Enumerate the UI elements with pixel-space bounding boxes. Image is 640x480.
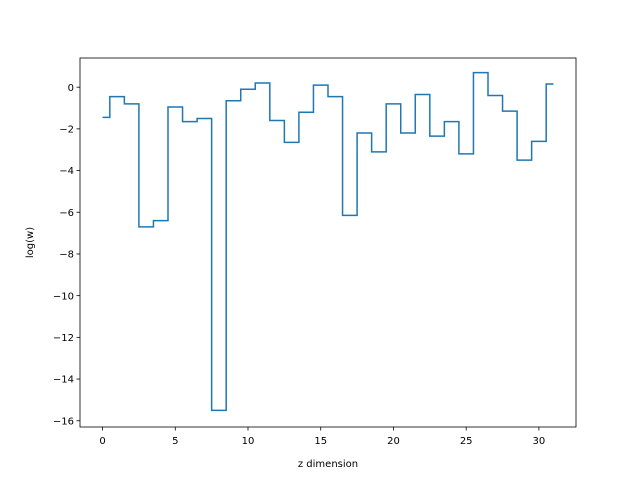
y-tick-label: −16 — [53, 416, 74, 427]
x-tick-label: 10 — [242, 436, 255, 447]
x-axis-label: z dimension — [298, 459, 358, 470]
x-tick-label: 20 — [387, 436, 400, 447]
plot-area — [102, 71, 554, 412]
x-tick-label: 0 — [99, 436, 105, 447]
y-tick-label: −14 — [53, 375, 74, 386]
y-tick-label: −10 — [53, 291, 74, 302]
x-tick-label: 30 — [533, 436, 546, 447]
y-tick-label: −4 — [59, 166, 74, 177]
y-tick-label: −6 — [59, 208, 74, 219]
y-tick-label: −12 — [53, 333, 74, 344]
x-tick-label: 5 — [172, 436, 178, 447]
y-axis: 0 −2 −4 −6 −8 −10 −12 −14 −16 — [53, 83, 80, 427]
series-line-0 — [102, 71, 554, 412]
y-tick-label: 0 — [68, 83, 74, 94]
axes-frame — [79, 57, 577, 428]
x-tick-label: 25 — [460, 436, 473, 447]
y-tick-label: −2 — [59, 124, 74, 135]
y-tick-label: −8 — [59, 250, 74, 261]
x-tick-label: 15 — [314, 436, 327, 447]
y-axis-label: log(w) — [25, 227, 36, 258]
x-axis: 0 5 10 15 20 25 30 — [99, 427, 545, 447]
